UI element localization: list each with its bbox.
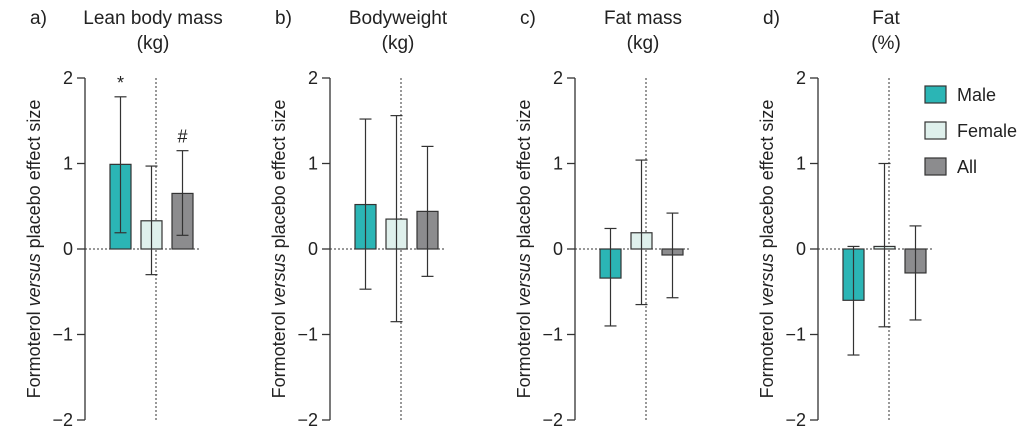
y-tick-label: −2	[52, 410, 73, 430]
panel-label: d)	[763, 8, 780, 29]
y-tick-label: 2	[796, 68, 806, 88]
panel-4: d) Fat (%) Formoterol versus placebo effect…	[757, 8, 932, 430]
y-tick-label: −2	[297, 410, 318, 430]
y-axis-label: Formoterol versus placebo effect size	[24, 100, 44, 399]
y-tick-label: −2	[785, 410, 806, 430]
y-tick-label: −1	[785, 325, 806, 345]
y-tick-label: 0	[553, 239, 563, 259]
y-tick-label: 0	[308, 239, 318, 259]
y-tick-label: 1	[308, 154, 318, 174]
legend-swatch-all	[924, 157, 947, 176]
y-tick-label: 0	[796, 239, 806, 259]
panel-title-line: (%)	[871, 33, 901, 54]
y-tick-label: −1	[542, 325, 563, 345]
y-tick-label: 1	[63, 154, 73, 174]
y-axis-label: Formoterol versus placebo effect size	[269, 100, 289, 399]
y-tick-label: 2	[553, 68, 563, 88]
panel-title-line: Lean body mass	[83, 8, 222, 29]
legend: Male Female All	[924, 85, 1017, 177]
panel-title-line: Bodyweight	[349, 8, 448, 29]
panel-title-line: (kg)	[382, 33, 415, 54]
significance-marker: *	[117, 73, 124, 93]
legend-swatch-male	[924, 85, 947, 104]
y-tick-label: 1	[796, 154, 806, 174]
panel-2: b) Bodyweight (kg) Formoterol versus placeb…	[269, 8, 448, 430]
panel-title-line: Fat mass	[604, 8, 682, 29]
y-tick-label: 2	[63, 68, 73, 88]
panel-label: b)	[275, 8, 292, 29]
y-axis-label: Formoterol versus placebo effect size	[757, 100, 777, 399]
y-tick-label: −2	[542, 410, 563, 430]
y-tick-label: −1	[52, 325, 73, 345]
legend-label: Male	[957, 85, 996, 105]
panel-1: a) Lean body mass (kg) Formoterol versus pl…	[24, 8, 223, 430]
y-tick-label: 2	[308, 68, 318, 88]
panel-title-line: Fat	[872, 8, 900, 29]
y-tick-label: 0	[63, 239, 73, 259]
panel-label: c)	[520, 8, 536, 29]
y-tick-label: −1	[297, 325, 318, 345]
panel-title-line: (kg)	[137, 33, 170, 54]
panel-label: a)	[30, 8, 47, 29]
panel-title-line: (kg)	[627, 33, 660, 54]
legend-label: Female	[957, 121, 1017, 141]
legend-swatch-female	[924, 121, 947, 140]
panel-3: c) Fat mass (kg) Formoterol versus placebo …	[514, 8, 689, 430]
y-tick-label: 1	[553, 154, 563, 174]
y-axis-label: Formoterol versus placebo effect size	[514, 100, 534, 399]
significance-marker: #	[177, 127, 187, 147]
legend-label: All	[957, 157, 977, 177]
